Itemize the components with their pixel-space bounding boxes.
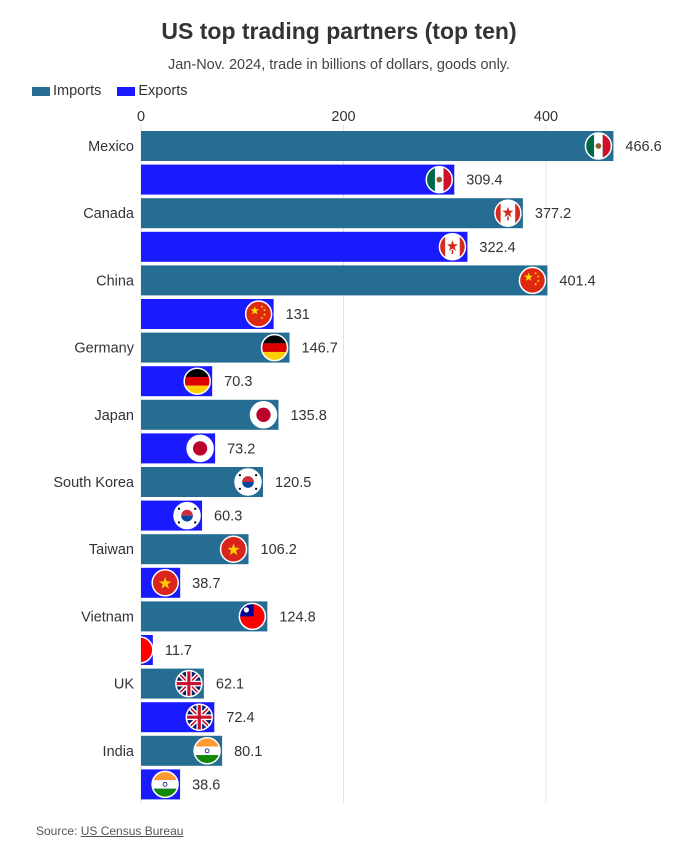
- data-label: 80.1: [234, 744, 262, 760]
- data-label: 124.8: [279, 609, 315, 625]
- chart-subtitle: Jan-Nov. 2024, trade in billions of doll…: [167, 57, 511, 73]
- japan-flag-icon: [249, 401, 278, 429]
- japan-flag-icon: [186, 434, 214, 463]
- data-label: 73.2: [227, 441, 255, 457]
- data-label: 70.3: [224, 374, 252, 390]
- legend-item-exports[interactable]: Exports: [117, 83, 188, 99]
- taiwan-flag-icon: [141, 636, 154, 664]
- category-label: Canada: [83, 206, 135, 222]
- bar-imports-canada[interactable]: [141, 198, 523, 229]
- category-label: Mexico: [88, 139, 134, 155]
- data-label: 146.7: [302, 341, 338, 357]
- bar-imports-china[interactable]: [141, 265, 548, 296]
- data-label: 377.2: [535, 206, 571, 222]
- data-label: 322.4: [479, 240, 515, 256]
- mexico-flag-icon: [425, 165, 454, 194]
- x-tick-label: 0: [137, 109, 145, 125]
- china-flag-icon: [518, 266, 547, 295]
- south-korea-flag-icon: [234, 468, 262, 496]
- mexico-flag-icon: [584, 132, 613, 160]
- data-label: 11.7: [165, 643, 192, 659]
- category-label: South Korea: [53, 475, 135, 491]
- legend-swatch-exports: [117, 86, 136, 96]
- category-label: Taiwan: [89, 542, 134, 558]
- data-label: 120.5: [275, 475, 311, 491]
- vietnam-flag-icon: [151, 569, 179, 597]
- data-label: 60.3: [214, 509, 242, 525]
- data-label: 466.6: [625, 139, 661, 155]
- bar-exports-mexico[interactable]: [141, 164, 455, 195]
- data-label: 106.2: [261, 542, 297, 558]
- source-note: Source: US Census Bureau: [36, 824, 183, 838]
- legend-swatch-imports: [32, 86, 50, 96]
- source-link[interactable]: US Census Bureau: [80, 824, 184, 838]
- x-tick-label: 400: [534, 109, 558, 125]
- x-tick-label: 200: [331, 109, 355, 125]
- chart-title: US top trading partners (top ten): [161, 18, 517, 44]
- legend-label-exports: Exports: [138, 83, 188, 99]
- data-label: 38.6: [192, 777, 220, 793]
- data-label: 401.4: [559, 273, 595, 289]
- category-label: Japan: [94, 408, 134, 424]
- south-korea-flag-icon: [173, 501, 201, 530]
- data-label: 131: [286, 307, 310, 323]
- data-label: 309.4: [466, 173, 502, 189]
- chart-legend: Imports Exports: [32, 83, 200, 100]
- taiwan-flag-icon: [238, 602, 267, 631]
- data-label: 72.4: [226, 710, 254, 726]
- data-label: 38.7: [192, 576, 220, 592]
- uk-flag-icon: [175, 669, 203, 698]
- bar-exports-canada[interactable]: [141, 231, 468, 262]
- china-flag-icon: [244, 300, 273, 328]
- india-flag-icon: [193, 737, 221, 765]
- category-label: India: [103, 744, 135, 760]
- category-label: Vietnam: [81, 609, 134, 625]
- legend-label-imports: Imports: [53, 83, 102, 99]
- germany-flag-icon: [260, 333, 289, 362]
- germany-flag-icon: [183, 367, 211, 395]
- category-label: China: [96, 273, 135, 289]
- uk-flag-icon: [185, 703, 214, 731]
- source-prefix: Source:: [36, 824, 81, 838]
- vietnam-flag-icon: [219, 535, 248, 563]
- category-label: Germany: [74, 341, 134, 357]
- data-label: 135.8: [290, 408, 326, 424]
- india-flag-icon: [151, 770, 179, 799]
- legend-item-imports[interactable]: Imports: [32, 83, 101, 99]
- bar-imports-mexico[interactable]: [141, 131, 614, 161]
- canada-flag-icon: [438, 233, 467, 261]
- canada-flag-icon: [494, 199, 522, 227]
- category-label: UK: [114, 677, 134, 693]
- data-label: 62.1: [216, 677, 244, 693]
